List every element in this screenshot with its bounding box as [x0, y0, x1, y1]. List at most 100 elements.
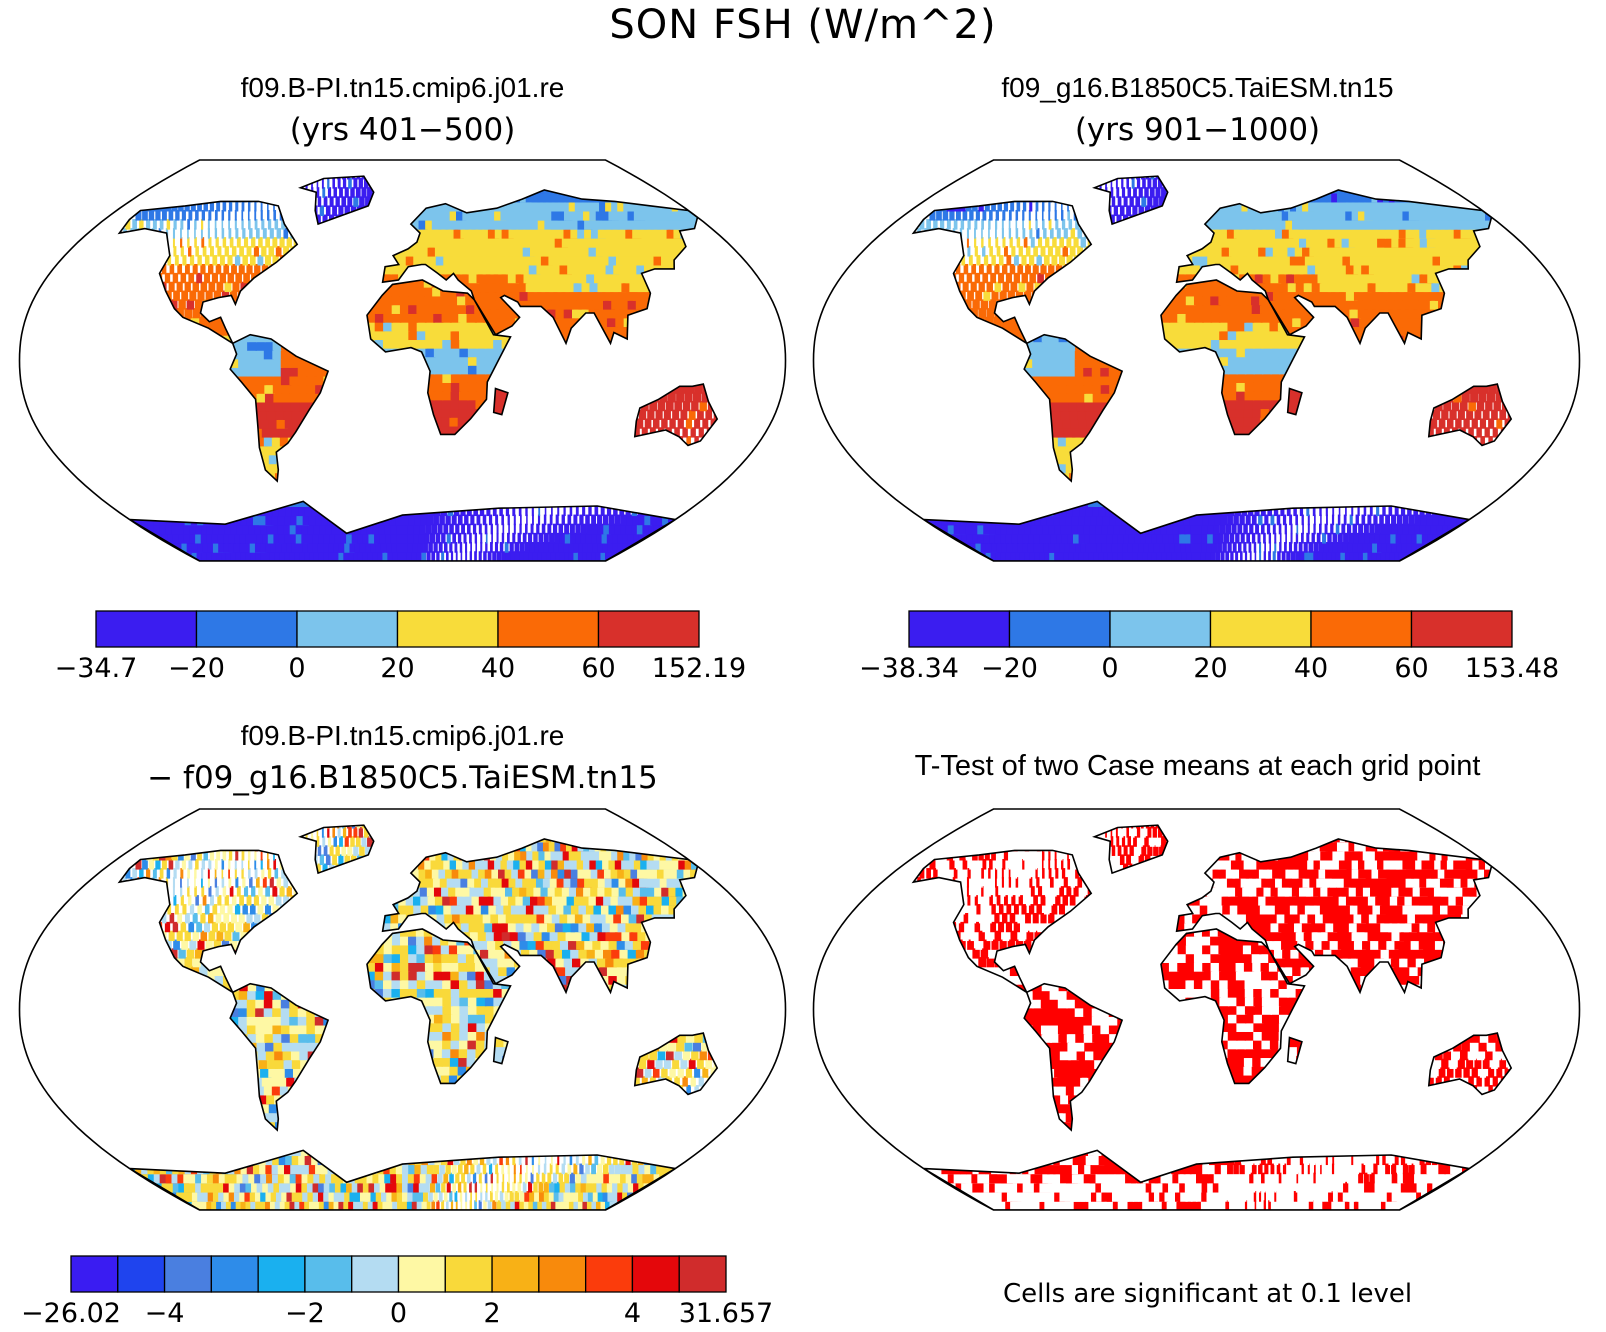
- colorbar-diff-tick: −26.02: [21, 1298, 121, 1329]
- map-case2: [812, 159, 1581, 562]
- colorbar-case2-box: [1109, 610, 1212, 648]
- coastline-mad: [1286, 1036, 1303, 1065]
- land-na: [913, 850, 1092, 993]
- colorbar-case2-box: [1209, 610, 1312, 648]
- colorbar-diff-box: [491, 1255, 540, 1293]
- land-sa: [1024, 334, 1123, 482]
- colorbar-diff: −26.02 −4 −2 0 2 4 31.657: [21, 1255, 773, 1329]
- colorbar-case1-box: [597, 610, 700, 648]
- land-sa: [230, 334, 329, 482]
- coastline-eu: [1175, 838, 1493, 995]
- colorbar-case1-box: [497, 610, 600, 648]
- coastline-eu: [381, 189, 699, 346]
- panel1-title: f09.B-PI.tn15.cmip6.j01.re: [240, 72, 565, 103]
- coastline-an: [129, 500, 678, 561]
- land-gl: [1094, 825, 1168, 874]
- land-gl: [300, 825, 374, 874]
- colorbar-diff-tick: 31.657: [678, 1298, 774, 1329]
- coastline-na: [911, 849, 1093, 995]
- coastline-eu: [1175, 189, 1493, 346]
- colorbar-case2-tick: 20: [1193, 653, 1228, 684]
- colorbar-case1-box: [195, 610, 298, 648]
- colorbar-diff-box: [163, 1255, 213, 1293]
- colorbar-case1-box: [95, 610, 198, 648]
- colorbar-diff-box: [351, 1255, 400, 1293]
- land-na: [119, 201, 298, 344]
- coastline-an: [129, 1149, 678, 1210]
- coastline-au: [633, 383, 719, 447]
- coastline-au: [1427, 383, 1513, 447]
- map-border: [812, 159, 1581, 562]
- map-case1: [18, 159, 787, 562]
- land-na: [119, 850, 298, 993]
- colorbar-diff-tick: −2: [285, 1298, 325, 1329]
- colorbar-diff-box: [210, 1255, 259, 1293]
- coastline-sa: [1023, 333, 1124, 483]
- coastline-na: [117, 200, 299, 346]
- map-border: [18, 808, 787, 1211]
- coastline-af: [366, 279, 512, 436]
- colorbar-diff-tick: 0: [389, 1298, 408, 1329]
- coastline-gl: [1092, 824, 1169, 875]
- colorbar-diff-labels: −26.02 −4 −2 0 2 4 31.657: [21, 1298, 773, 1332]
- colorbar-case1-tick: 40: [480, 653, 516, 684]
- map-border: [812, 808, 1581, 1211]
- panel3-subtitle: − f09_g16.B1850C5.TaiESM.tn15: [147, 760, 658, 796]
- land-sa: [1024, 983, 1123, 1131]
- land-mad: [493, 388, 508, 415]
- colorbar-case2-labels: −38.34 −20 0 20 40 60 153.48: [859, 653, 1559, 687]
- coastline-au: [1427, 1032, 1513, 1096]
- colorbar-case2-box: [1008, 610, 1111, 648]
- panel3-title: f09.B-PI.tn15.cmip6.j01.re: [240, 720, 565, 751]
- colorbar-diff-tick: −4: [144, 1298, 185, 1329]
- coastline-af: [366, 928, 512, 1085]
- colorbar-case2: −38.34 −20 0 20 40 60 153.48: [859, 610, 1559, 684]
- colorbar-case1-boxes: [95, 610, 700, 648]
- colorbar-case2-tick: 0: [1101, 653, 1119, 684]
- coastline-au: [633, 1032, 719, 1096]
- colorbar-case1-tick: −34.7: [54, 653, 138, 684]
- coastline-sa: [229, 982, 330, 1132]
- land-sa: [230, 983, 329, 1131]
- colorbar-case2-box: [1310, 610, 1413, 648]
- colorbar-diff-box: [538, 1255, 587, 1293]
- colorbar-case1-box: [296, 610, 399, 648]
- coastline-an: [923, 1149, 1472, 1210]
- map-case2-fill: [911, 175, 1513, 561]
- colorbar-case2-tick: 40: [1293, 653, 1329, 684]
- panel1-subtitle: (yrs 401−500): [289, 112, 516, 148]
- coastline-gl: [298, 175, 375, 226]
- colorbar-diff-boxes: [70, 1255, 727, 1293]
- map-ttest-fill: [911, 824, 1513, 1210]
- colorbar-diff-box: [70, 1255, 119, 1293]
- land-gl: [1094, 176, 1168, 225]
- map-ttest: [812, 808, 1581, 1211]
- land-gl: [300, 176, 374, 225]
- panel4-title: T-Test of two Case means at each grid po…: [914, 750, 1481, 782]
- coastline-af: [1160, 279, 1306, 436]
- colorbar-diff-box: [117, 1255, 166, 1293]
- colorbar-diff-box: [397, 1255, 446, 1293]
- coastline-mad: [1286, 387, 1303, 416]
- colorbar-case2-tick: −20: [981, 653, 1038, 684]
- colorbar-case1: −34.7 −20 0 20 40 60 152.19: [55, 610, 746, 684]
- colorbar-diff-box: [304, 1255, 353, 1293]
- colorbar-diff-box: [257, 1255, 306, 1293]
- map-diff: [18, 808, 787, 1211]
- map-case1-fill: [117, 175, 719, 561]
- coastline-na: [117, 849, 299, 995]
- colorbar-case2-boxes: [908, 610, 1513, 648]
- colorbar-case1-tick: −20: [168, 653, 225, 684]
- map-diff-fill: [117, 824, 719, 1210]
- colorbar-case2-tick: 153.48: [1464, 653, 1560, 684]
- colorbar-case1-labels: −34.7 −20 0 20 40 60 152.19: [55, 653, 747, 687]
- panel2-subtitle: (yrs 901−1000): [1074, 112, 1321, 148]
- coastline-gl: [1092, 175, 1169, 226]
- coastline-mad: [492, 1036, 509, 1065]
- colorbar-diff-box: [444, 1255, 493, 1293]
- colorbar-case2-tick: −38.34: [859, 653, 959, 684]
- colorbar-diff-box: [678, 1255, 727, 1293]
- significance-note: Cells are significant at 0.1 level: [1003, 1279, 1413, 1309]
- land-mad: [1287, 1037, 1302, 1064]
- coastline-sa: [229, 333, 330, 483]
